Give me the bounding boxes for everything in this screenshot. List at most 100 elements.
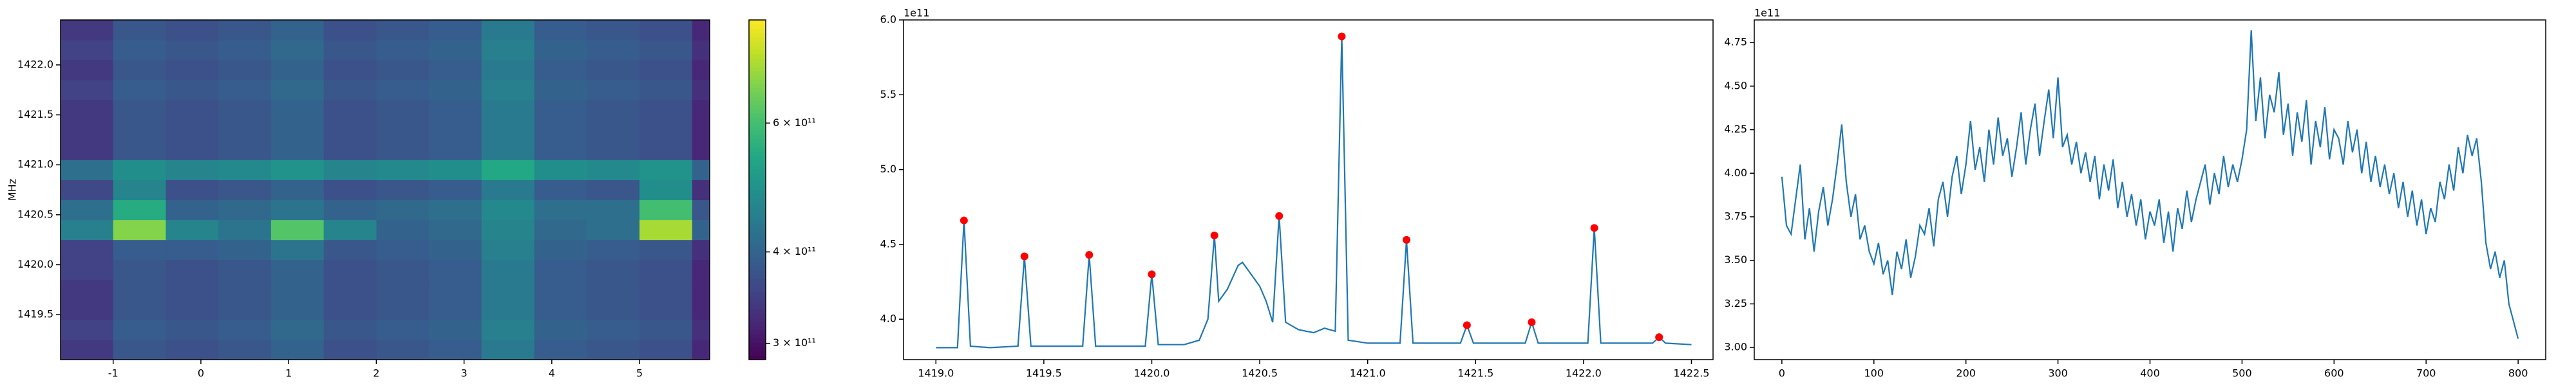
heatmap-cell [218,140,272,160]
heatmap-cell [587,279,640,300]
heatmap-cell [692,339,710,360]
heatmap-cell [376,80,430,100]
heatmap-cell [639,279,693,300]
heatmap-cell [323,20,377,41]
heatmap-cell [429,279,482,300]
colorbar-step [749,185,766,190]
colorbar-step [749,334,766,339]
heatmap-cell [113,40,166,60]
heatmap-cell [61,40,114,60]
heatmap-cell [639,160,693,180]
colorbar-step [749,257,766,262]
heatmap-cell [61,20,114,41]
heatmap-cell [587,199,640,221]
colorbar-step [749,338,766,344]
colorbar-step [749,207,766,212]
heatmap-cell [587,100,640,120]
heatmap-cell [429,259,482,280]
heatmap-cell [166,219,219,241]
heatmap-cell [218,120,272,140]
heatmap-cell [61,299,114,320]
heatmap-cell [587,120,640,140]
heatmap-cell [481,160,535,180]
heatmap-cell [376,20,430,41]
y-tick-label: 1421.0 [17,158,53,170]
heatmap-cell [481,100,535,120]
heatmap-cell [481,140,535,160]
peak-marker [1590,224,1598,232]
y-tick-label: 5.5 [880,88,896,100]
heatmap-cell [323,140,377,160]
x-tick-label: 1419.5 [1026,367,1062,380]
heatmap-cell [534,319,587,340]
heatmap-cell [61,259,114,280]
heatmap-cell [429,319,482,340]
y-tick-label: 3.25 [1724,297,1747,309]
heatmap-cell [639,100,693,120]
x-tick-label: 800 [2508,367,2528,380]
heatmap-cell [61,160,114,180]
heatmap-cell [323,40,377,60]
colorbar-step [749,66,766,71]
heatmap-cell [323,199,377,221]
heatmap-cell [270,199,325,221]
heatmap-cell [61,80,114,100]
colorbar-step [749,202,766,207]
heatmap-cell [270,100,325,120]
heatmap-cell [113,319,166,340]
heatmap-cell [429,20,482,41]
heatmap-cell [639,60,693,80]
colorbar-step [749,172,766,178]
heatmap-cell [218,179,272,201]
colorbar-step [749,270,766,275]
heatmap-cell [166,120,219,140]
heatmap-cell [166,80,219,100]
colorbar-step [749,105,766,110]
colorbar-step [749,62,766,68]
colorbar-step [749,262,766,267]
x-tick-label: 400 [2140,367,2160,380]
heatmap-cell [113,60,166,80]
colorbar-step [749,194,766,199]
colorbar-step [749,28,766,33]
heatmap-cell [534,80,587,100]
x-tick-label: 2 [373,367,379,380]
colorbar-step [749,219,766,225]
heatmap-cell [166,259,219,280]
peak-marker [1085,251,1094,259]
heatmap-cell [270,80,325,100]
colorbar-step [749,283,766,288]
colorbar-step [749,138,766,143]
colorbar-step [749,236,766,241]
heatmap-cell [376,120,430,140]
heatmap-cell [113,160,166,180]
colorbar-step [749,190,766,195]
x-tick-label: -1 [108,367,118,380]
colorbar-step [749,156,766,161]
heatmap-cell [270,120,325,140]
heatmap-cell [323,160,377,180]
x-tick-label: 1421.5 [1457,367,1493,380]
heatmap-cell [218,339,272,360]
colorbar-step [749,177,766,182]
heatmap-cell [429,239,482,261]
colorbar-step [749,181,766,186]
heatmap-cell [218,80,272,100]
heatmap-cell [639,140,693,160]
colorbar-step [749,96,766,101]
heatmap-cell [376,239,430,261]
colorbar-step [749,24,766,29]
heatmap-cell [534,20,587,41]
x-tick-label: 700 [2416,367,2436,380]
colorbar-step [749,113,766,118]
heatmap-cell [587,259,640,280]
heatmap-cell [587,179,640,201]
colorbar-step [749,87,766,93]
heatmap-cell [534,120,587,140]
colorbar-step [749,143,766,148]
colorbar-step [749,32,766,37]
heatmap-cell [481,339,535,360]
colorbar-step [749,266,766,271]
colorbar-step [749,228,766,233]
heatmap-cell [113,339,166,360]
